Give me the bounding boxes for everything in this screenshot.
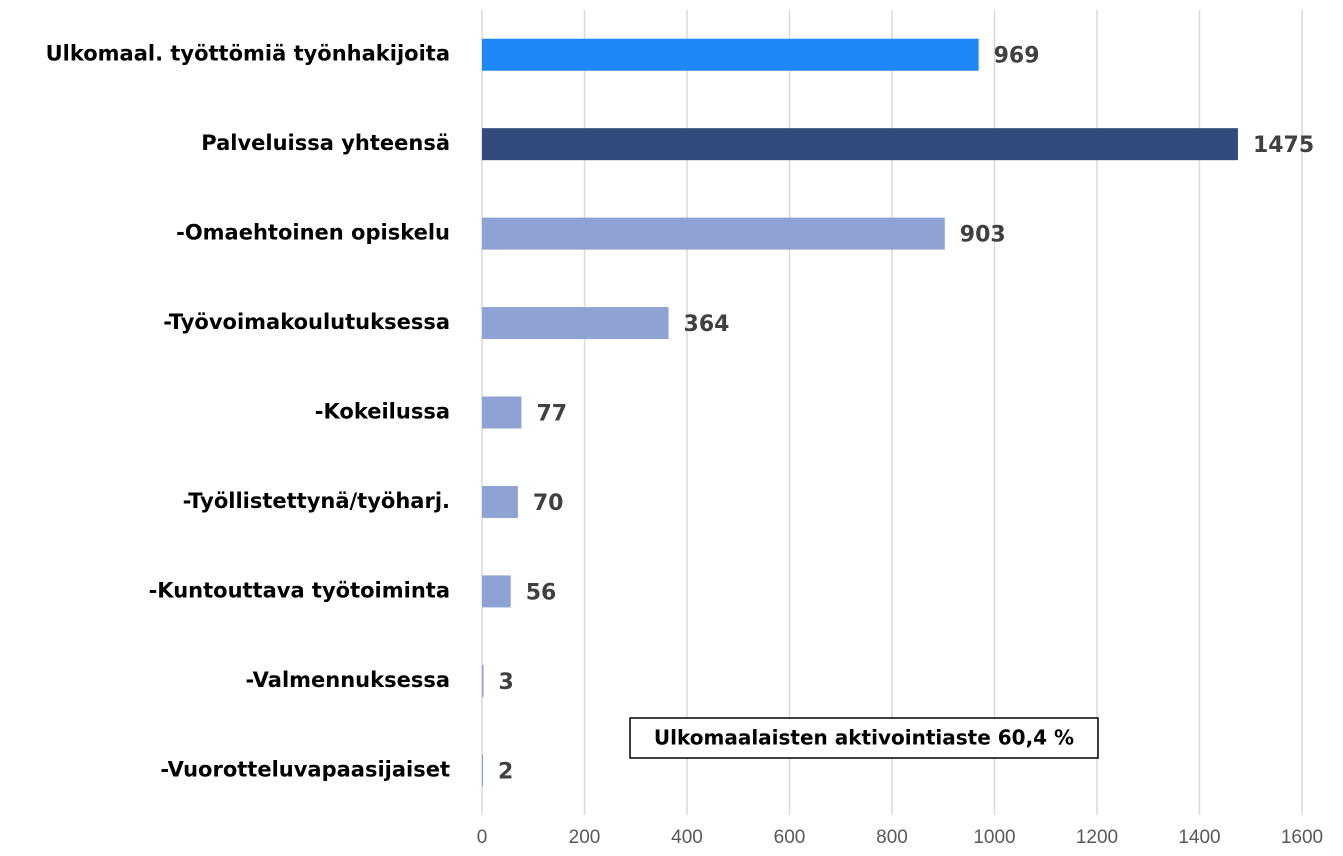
y-tick-label: -Kuntouttava työtoiminta [149,578,450,602]
annotation: Ulkomaalaisten aktivointiaste 60,4 % [654,726,1074,750]
x-tick-label: 200 [569,827,601,848]
value-label: 364 [684,312,730,337]
value-label: 1475 [1253,133,1314,158]
y-tick-label: -Kokeilussa [315,400,450,424]
bar [482,307,669,340]
y-tick-label: -Työllistettynä/työharj. [183,489,450,513]
bar [482,575,511,608]
value-label: 2 [498,759,513,784]
y-tick-label: Palveluissa yhteensä [201,131,450,155]
bar [482,128,1238,161]
value-label: 903 [960,223,1006,248]
y-tick-label: -Työvoimakoulutuksessa [163,310,450,334]
bar [482,664,484,697]
value-label: 77 [536,402,567,427]
bar [482,754,484,787]
y-tick-label: -Vuorotteluvapaasijaiset [160,757,450,781]
x-tick-label: 1400 [1178,827,1220,848]
x-tick-label: 600 [774,827,806,848]
y-tick-label: -Omaehtoinen opiskelu [176,221,450,245]
y-tick-label: Ulkomaal. työttömiä työnhakijoita [46,42,450,66]
x-tick-label: 800 [876,827,908,848]
bar [482,38,979,71]
value-label: 3 [499,670,514,695]
value-label: 969 [994,44,1040,69]
x-tick-label: 1600 [1281,827,1323,848]
value-label: 56 [526,580,557,605]
annotation-box [629,717,1099,759]
y-tick-label: -Valmennuksessa [245,668,450,692]
bar [482,485,518,518]
x-tick-label: 1200 [1076,827,1118,848]
x-tick-label: 400 [671,827,703,848]
bar [482,396,522,429]
value-label: 70 [533,491,564,516]
x-tick-label: 0 [477,827,488,848]
bar [482,217,945,250]
x-tick-label: 1000 [973,827,1015,848]
